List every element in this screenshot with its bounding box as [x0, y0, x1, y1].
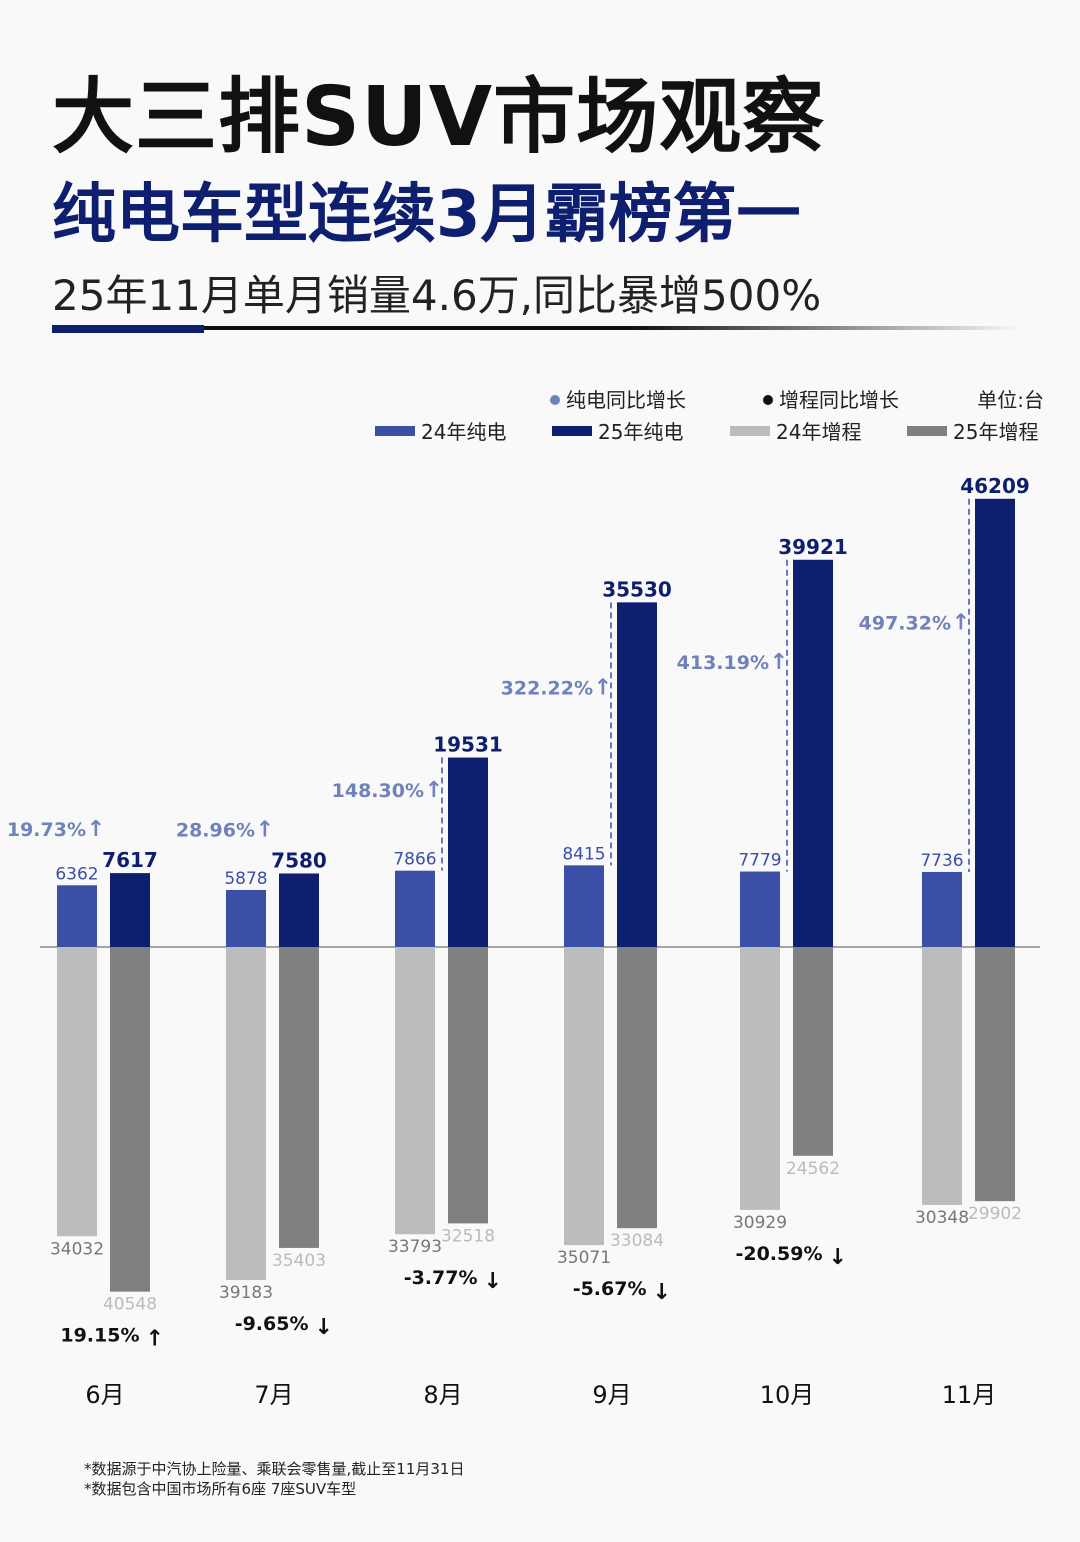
erev-growth-label: -3.77% — [404, 1267, 478, 1289]
legend-label: 24年增程 — [776, 420, 861, 444]
bar-erev25 — [279, 947, 319, 1248]
legend-label: 24年纯电 — [421, 420, 506, 444]
label-ev25: 35530 — [602, 577, 672, 601]
label-ev24: 8415 — [562, 844, 605, 864]
month-label: 7月 — [254, 1381, 293, 1409]
bar-ev25 — [110, 873, 150, 947]
bar-erev25 — [617, 947, 657, 1229]
ev-growth-label: 19.73% — [7, 819, 86, 841]
footnote: *数据源于中汽协上险量、乘联会零售量,截止至11月31日 — [84, 1460, 465, 1478]
label-erev25: 29902 — [968, 1204, 1022, 1224]
bar-erev24 — [226, 947, 266, 1281]
ev-growth-label: 28.96% — [176, 819, 255, 841]
arrow-up-icon: ↑ — [146, 1327, 164, 1352]
month-label: 9月 — [592, 1381, 631, 1409]
label-ev25: 46209 — [960, 474, 1030, 498]
label-erev24: 33793 — [388, 1237, 442, 1257]
label-erev25: 35403 — [272, 1251, 326, 1271]
label-ev25: 7580 — [271, 848, 327, 872]
legend-label: 25年增程 — [953, 420, 1038, 444]
label-ev24: 7736 — [920, 851, 963, 871]
bar-erev25 — [793, 947, 833, 1156]
label-erev24: 34032 — [50, 1239, 104, 1259]
legend-label: 25年纯电 — [598, 420, 683, 444]
label-ev24: 7866 — [393, 850, 436, 870]
ev-growth-label: 322.22% — [501, 677, 593, 699]
divider-accent — [52, 325, 204, 333]
divider — [52, 326, 1022, 330]
label-ev24: 7779 — [738, 851, 781, 871]
label-ev25: 7617 — [102, 848, 158, 872]
bar-ev24 — [922, 871, 962, 947]
label-ev25: 39921 — [778, 535, 848, 559]
arrow-down-icon: ↓ — [829, 1245, 847, 1270]
bar-erev25 — [110, 947, 150, 1292]
bar-erev25 — [448, 947, 488, 1224]
legend-erev-growth-dot — [763, 395, 773, 405]
label-erev24: 39183 — [219, 1283, 273, 1303]
ev-growth-label: 497.32% — [859, 612, 951, 634]
arrow-up-icon: ↑ — [952, 610, 970, 635]
bar-ev25 — [617, 602, 657, 947]
legend-swatch — [375, 426, 415, 436]
bar-ev24 — [226, 889, 266, 947]
arrow-up-icon: ↑ — [425, 778, 443, 803]
label-erev24: 30929 — [733, 1213, 787, 1233]
bar-ev24 — [395, 870, 435, 947]
legend-swatch — [730, 426, 770, 436]
page-subtitle: 纯电车型连续3月霸榜第一 — [52, 178, 801, 252]
legend-erev-growth: 增程同比增长 — [779, 388, 899, 412]
bar-ev25 — [793, 559, 833, 947]
arrow-down-icon: ↓ — [484, 1269, 502, 1294]
bar-ev24 — [564, 865, 604, 947]
ev-growth-label: 413.19% — [677, 652, 769, 674]
bar-erev25 — [975, 947, 1015, 1202]
legend-swatch — [907, 426, 947, 436]
label-ev25: 19531 — [433, 733, 503, 757]
label-erev25: 33084 — [610, 1231, 664, 1251]
footnotes: *数据源于中汽协上险量、乘联会零售量,截止至11月31日 *数据包含中国市场所有… — [84, 1459, 464, 1499]
label-ev24: 6362 — [55, 864, 98, 884]
footnote: *数据包含中国市场所有6座 7座SUV车型 — [84, 1480, 357, 1498]
month-label: 11月 — [942, 1381, 997, 1409]
legend-ev-growth-dot — [550, 395, 560, 405]
arrow-up-icon: ↑ — [87, 817, 105, 842]
page-title: 大三排SUV市场观察 — [52, 70, 826, 165]
arrow-up-icon: ↑ — [594, 675, 612, 700]
ev-growth-label: 148.30% — [332, 780, 424, 802]
label-ev24: 5878 — [224, 869, 267, 889]
bar-erev24 — [57, 947, 97, 1237]
month-label: 6月 — [85, 1381, 124, 1409]
label-erev25: 32518 — [441, 1226, 495, 1246]
bar-erev24 — [564, 947, 604, 1246]
legend-ev-growth: 纯电同比增长 — [566, 388, 686, 412]
arrow-up-icon: ↑ — [770, 650, 788, 675]
label-erev25: 24562 — [786, 1159, 840, 1179]
erev-growth-label: 19.15% — [60, 1325, 139, 1347]
erev-growth-label: -5.67% — [573, 1278, 647, 1300]
label-erev25: 40548 — [103, 1295, 157, 1315]
month-label: 10月 — [760, 1381, 815, 1409]
arrow-down-icon: ↓ — [653, 1280, 671, 1305]
legend-swatch — [552, 426, 592, 436]
erev-growth-label: -9.65% — [235, 1313, 309, 1335]
bar-ev25 — [448, 757, 488, 947]
erev-growth-label: -20.59% — [735, 1243, 822, 1265]
bar-erev24 — [922, 947, 962, 1205]
arrow-up-icon: ↑ — [256, 817, 274, 842]
label-erev24: 30348 — [915, 1208, 969, 1228]
bar-ev24 — [740, 871, 780, 947]
bar-erev24 — [740, 947, 780, 1210]
month-label: 8月 — [423, 1381, 462, 1409]
headline: 25年11月单月销量4.6万,同比暴增500% — [52, 271, 822, 320]
bar-ev25 — [279, 873, 319, 947]
arrow-down-icon: ↓ — [315, 1315, 333, 1340]
unit-label: 单位:台 — [977, 388, 1044, 412]
bar-ev25 — [975, 498, 1015, 947]
bar-ev24 — [57, 885, 97, 947]
label-erev24: 35071 — [557, 1248, 611, 1268]
bar-erev24 — [395, 947, 435, 1235]
